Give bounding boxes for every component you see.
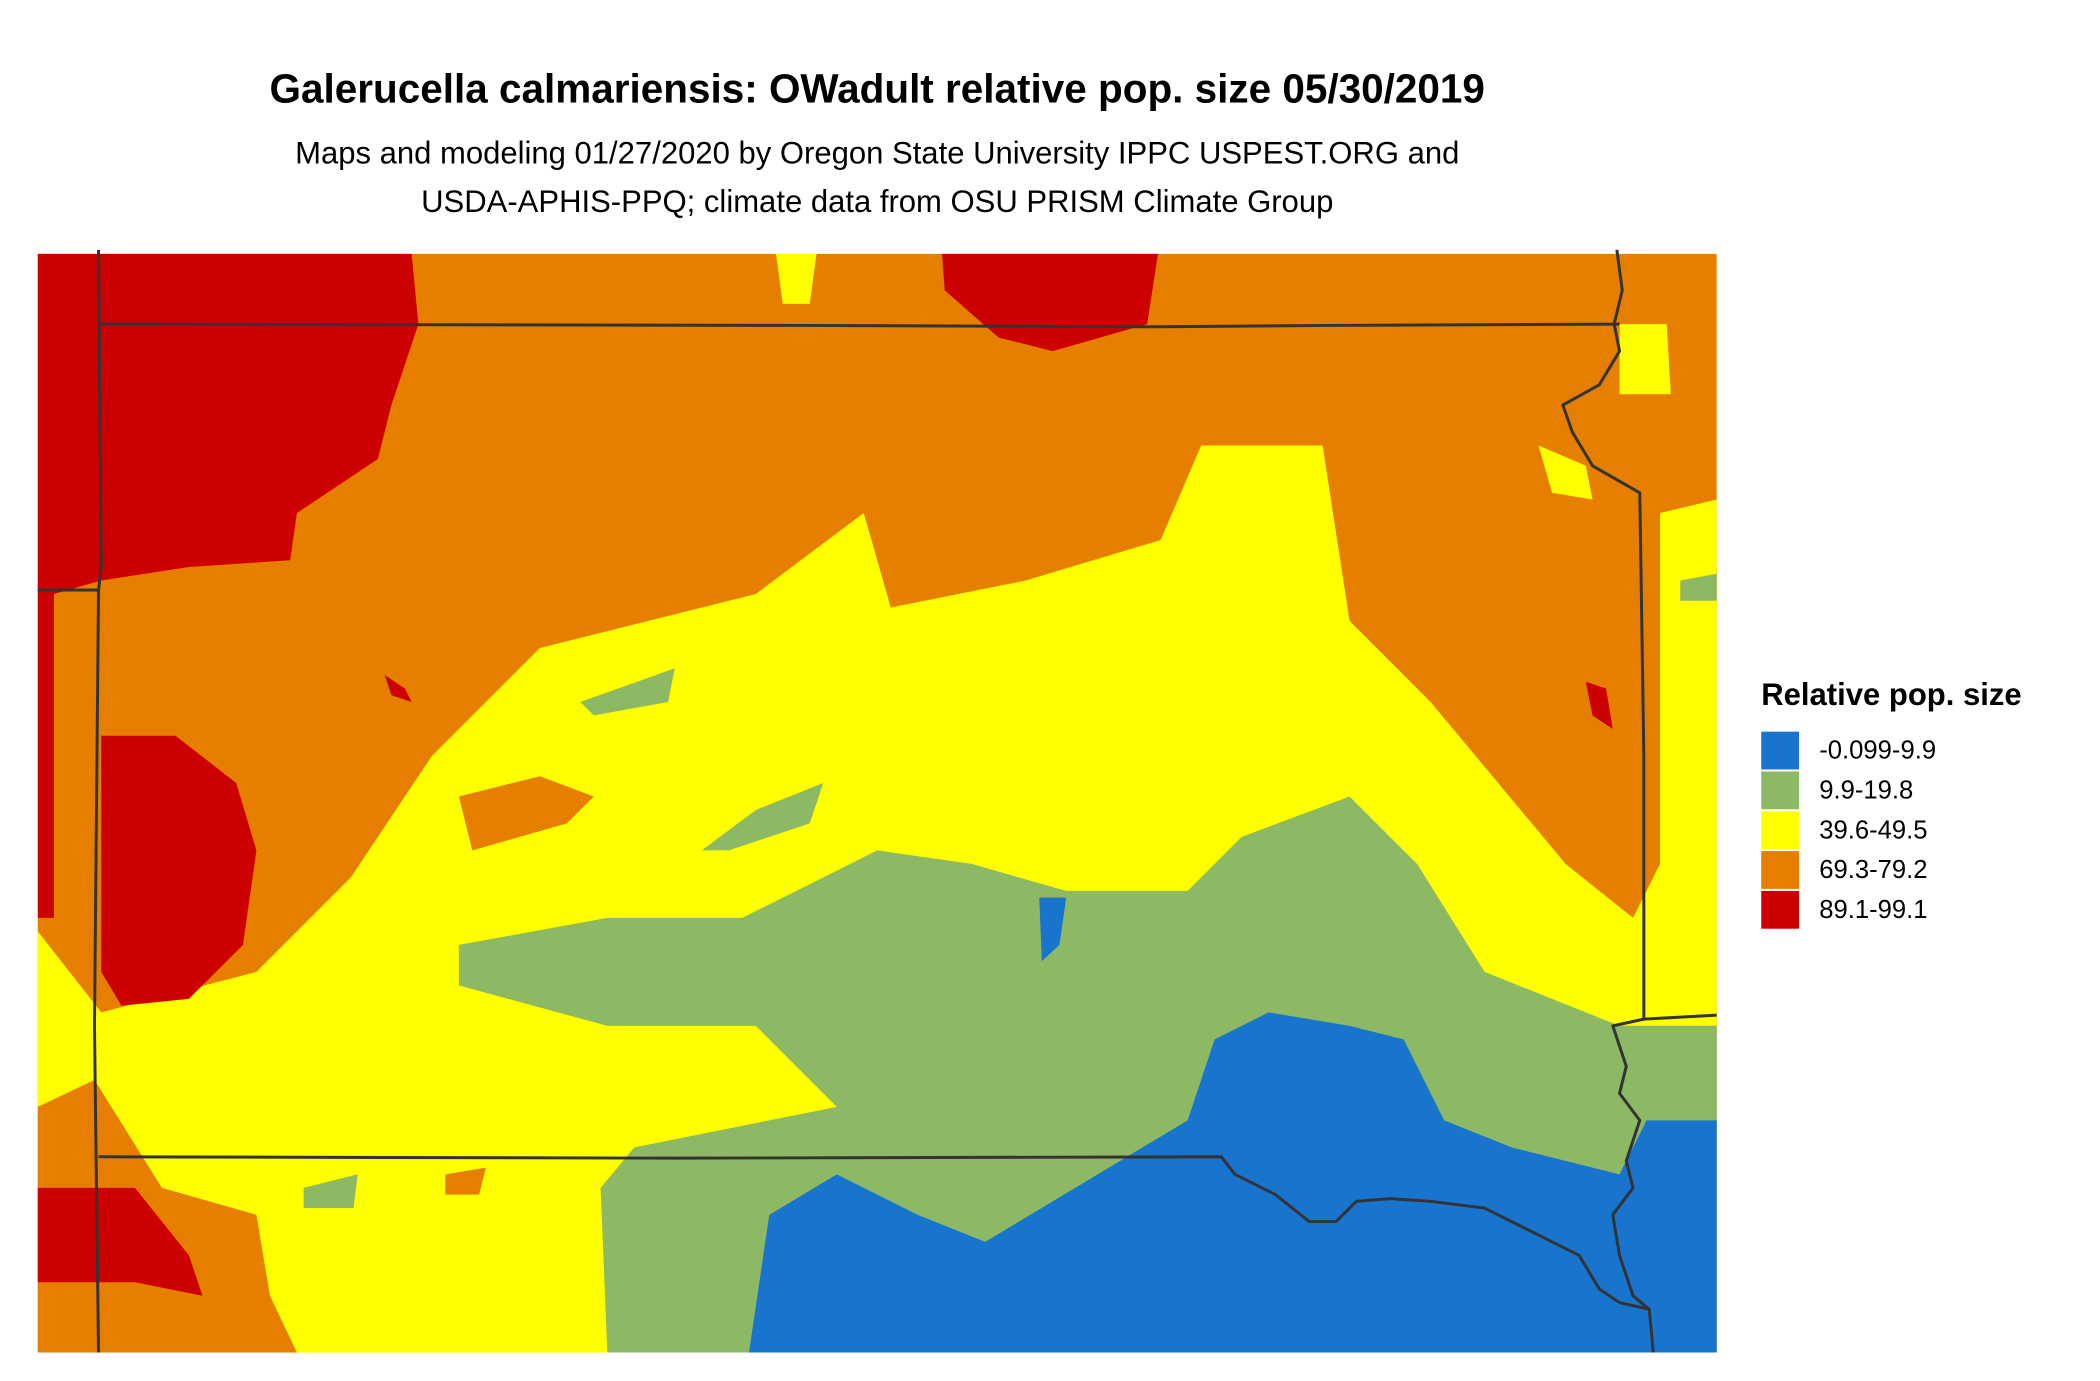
legend-label: 89.1-99.1 [1819, 896, 1927, 924]
legend-title: Relative pop. size [1761, 677, 2021, 712]
map-region [701, 782, 824, 851]
border [1561, 249, 1717, 1021]
legend: -0.099-9.9 9.9-19.8 39.6-49.5 69.3-79.2 89.1… [1761, 731, 1936, 929]
legend-swatch [1761, 851, 1800, 889]
legend-label: 39.6-49.5 [1819, 816, 1927, 844]
map-region [384, 674, 412, 702]
border [98, 1155, 1650, 1311]
legend-swatch [1761, 771, 1800, 810]
border [1611, 1017, 1655, 1353]
legend-label: 9.9-19.8 [1819, 776, 1913, 804]
legend-label: -0.099-9.9 [1819, 737, 1936, 765]
legend-label: 69.3-79.2 [1819, 856, 1927, 884]
map-region [37, 1187, 203, 1296]
map [37, 253, 1717, 1353]
subtitle: USDA-APHIS-PPQ; climate data from OSU PR… [421, 184, 1333, 219]
map-region [1538, 445, 1593, 500]
legend-swatch [1761, 811, 1800, 850]
map-region [124, 384, 250, 487]
map-region [580, 668, 675, 716]
legend-swatch [1761, 890, 1800, 929]
map-region [101, 735, 257, 1006]
border [101, 322, 1620, 329]
map-region [1680, 573, 1717, 601]
map-region [445, 1167, 486, 1195]
map-region [458, 776, 594, 851]
map-region [776, 253, 817, 304]
subtitle: Maps and modeling 01/27/2020 by Oregon S… [295, 136, 1459, 171]
map-region [1039, 897, 1067, 962]
legend-swatch [1761, 731, 1800, 770]
map-region [303, 1174, 358, 1209]
borders [37, 249, 1717, 1353]
map-region [1585, 681, 1613, 729]
map-region [749, 1012, 1717, 1353]
map-region [37, 1079, 297, 1353]
map-region [1619, 324, 1671, 395]
title: Galerucella calmariensis: OWadult relati… [270, 66, 1485, 112]
